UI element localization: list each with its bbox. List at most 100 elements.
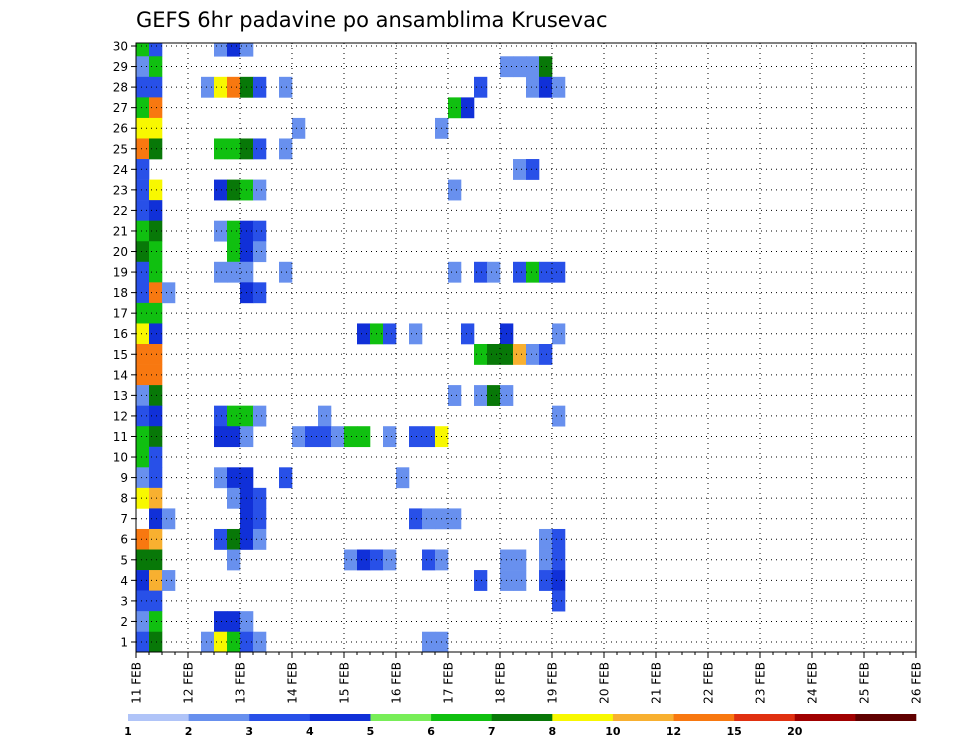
heatmap-cell (227, 241, 241, 263)
heatmap-cell (136, 549, 150, 571)
heatmap-cell (136, 302, 150, 324)
heatmap-cell (136, 117, 150, 139)
legend-swatch (249, 714, 311, 721)
legend-label: 20 (787, 725, 803, 738)
x-tick-label: 22 FEB (702, 662, 716, 704)
x-tick-label: 16 FEB (390, 662, 404, 704)
heatmap-cell (357, 426, 371, 448)
heatmap-cell (136, 138, 150, 160)
x-tick-label: 13 FEB (234, 662, 248, 704)
heatmap-cell (513, 570, 527, 591)
heatmap-cell (149, 241, 163, 263)
x-tick-label: 23 FEB (754, 662, 768, 704)
heatmap-cells (136, 43, 566, 653)
heatmap-cell (149, 487, 163, 509)
heatmap-cell (279, 138, 293, 160)
legend-swatch (612, 714, 674, 721)
y-tick-label: 19 (113, 266, 128, 280)
heatmap-cell (409, 323, 423, 345)
heatmap-cell (227, 43, 241, 57)
heatmap-cell (526, 159, 540, 180)
heatmap-cell (422, 631, 436, 653)
heatmap-cell (136, 631, 150, 653)
legend-swatch (188, 714, 250, 721)
heatmap-cell (136, 97, 150, 119)
heatmap-cell (422, 426, 436, 448)
x-tick-label: 21 FEB (650, 662, 664, 704)
heatmap-cell (136, 405, 150, 427)
heatmap-cell (214, 405, 228, 427)
x-tick-label: 24 FEB (806, 662, 820, 704)
heatmap-cell (149, 385, 163, 406)
heatmap-cell (448, 179, 462, 201)
heatmap-cell (318, 405, 332, 427)
heatmap-cell (253, 405, 267, 427)
heatmap-cell (552, 549, 566, 571)
x-tick-label: 19 FEB (546, 662, 560, 704)
heatmap-cell (149, 528, 163, 550)
heatmap-cell (162, 282, 176, 304)
heatmap-cell (552, 528, 566, 550)
y-tick-label: 9 (120, 471, 128, 485)
heatmap-cell (461, 97, 475, 119)
y-tick-label: 17 (113, 307, 128, 321)
heatmap-cell (552, 261, 566, 283)
heatmap-cell (487, 261, 501, 283)
heatmap-cell (409, 426, 423, 448)
heatmap-cell (214, 76, 228, 98)
legend-label: 15 (726, 725, 741, 738)
heatmap-cell (487, 385, 501, 406)
x-tick-label: 25 FEB (858, 662, 872, 704)
heatmap-cell (539, 549, 553, 571)
heatmap-cell (383, 549, 397, 571)
heatmap-cell (227, 467, 241, 489)
heatmap-cell (539, 76, 553, 98)
y-tick-label: 18 (113, 286, 128, 300)
heatmap-cell (396, 467, 410, 489)
heatmap-cell (279, 261, 293, 283)
legend-label: 8 (548, 725, 556, 738)
heatmap-cell (409, 508, 423, 530)
legend-label: 4 (306, 725, 314, 738)
heatmap-cell (513, 261, 527, 283)
heatmap-cell (318, 426, 332, 448)
heatmap-cell (253, 220, 267, 242)
legend-swatch (491, 714, 553, 721)
heatmap-cell (513, 344, 527, 365)
heatmap-cell (552, 405, 566, 427)
x-tick-label: 12 FEB (182, 662, 196, 704)
heatmap-cell (227, 405, 241, 427)
heatmap-cell (253, 179, 267, 201)
heatmap-cell (448, 97, 462, 119)
heatmap-cell (136, 282, 150, 304)
heatmap-cell (474, 261, 488, 283)
y-axis-ticks: 1234567891011121314151617181920212223242… (113, 40, 136, 650)
y-tick-label: 23 (113, 183, 128, 197)
heatmap-cell (513, 56, 527, 78)
legend-label: 2 (185, 725, 193, 738)
heatmap-cell (149, 179, 163, 201)
heatmap-cell (136, 179, 150, 201)
heatmap-cell (344, 549, 358, 571)
heatmap-cell (253, 487, 267, 509)
heatmap-cell (149, 508, 163, 530)
heatmap-cell (474, 344, 488, 365)
heatmap-cell (136, 611, 150, 633)
x-tick-label: 14 FEB (286, 662, 300, 704)
heatmap-cell (136, 467, 150, 489)
x-tick-label: 11 FEB (130, 662, 144, 704)
y-tick-label: 13 (113, 389, 128, 403)
y-tick-label: 11 (113, 430, 128, 444)
heatmap-cell (227, 611, 241, 633)
heatmap-cell (474, 385, 488, 406)
legend-label: 6 (427, 725, 435, 738)
heatmap-cell (383, 426, 397, 448)
legend-swatch (370, 714, 432, 721)
legend-swatch (673, 714, 735, 721)
heatmap-cell (136, 570, 150, 591)
heatmap-cell (227, 76, 241, 98)
heatmap-cell (214, 43, 228, 57)
heatmap-cell (136, 261, 150, 283)
heatmap-cell (149, 549, 163, 571)
